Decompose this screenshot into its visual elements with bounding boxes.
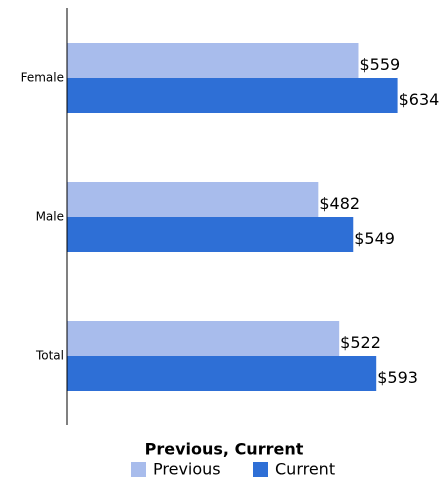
legend-title: Previous, Current [145, 440, 304, 459]
value-label: $522 [340, 333, 381, 352]
legend-swatch [253, 462, 268, 477]
bar [67, 217, 354, 252]
legend-swatch [131, 462, 146, 477]
value-label: $482 [319, 194, 360, 213]
bar [67, 356, 377, 391]
bar [67, 182, 319, 217]
y-tick-label: Total [35, 349, 64, 363]
value-label: $549 [354, 229, 395, 248]
bar [67, 321, 340, 356]
y-tick-label: Male [36, 210, 64, 224]
bar [67, 43, 359, 78]
value-label: $593 [377, 368, 418, 387]
y-tick-label: Female [21, 71, 64, 85]
value-label: $559 [359, 55, 400, 74]
bar [67, 78, 398, 113]
legend-label: Previous [153, 460, 221, 479]
value-label: $634 [399, 90, 440, 109]
legend-label: Current [275, 460, 335, 479]
